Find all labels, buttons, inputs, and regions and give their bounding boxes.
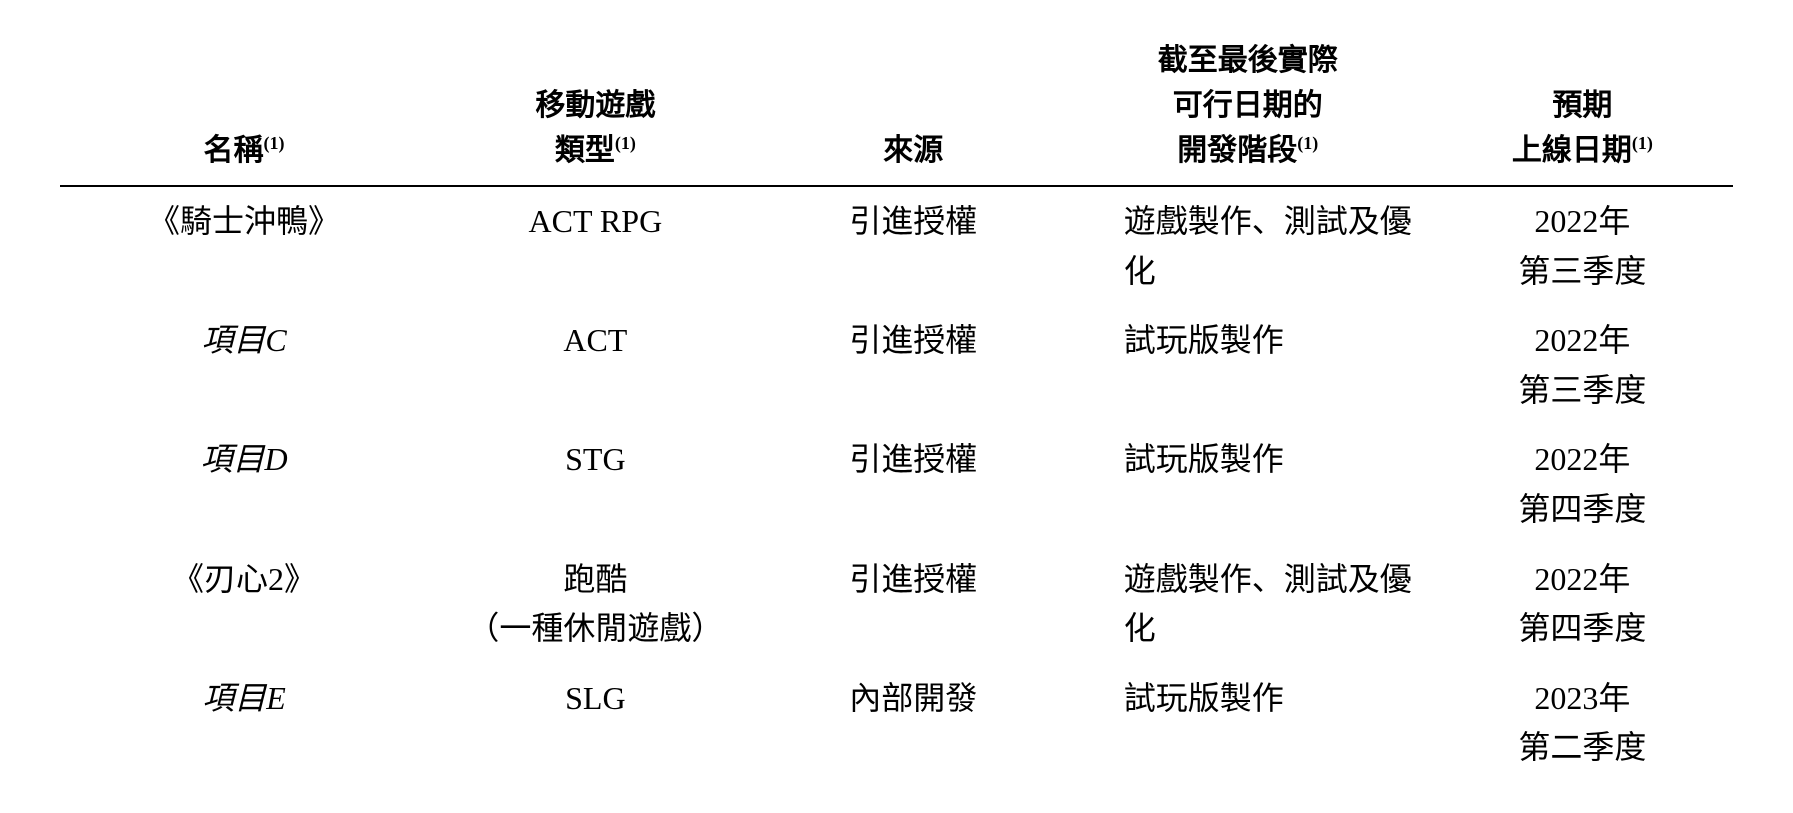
cell-type-sub: （一種休閒遊戲） [467,610,723,646]
header-name-sup: (1) [264,133,285,153]
cell-stage: 試玩版製作 [1064,425,1432,544]
cell-stage-text: 遊戲製作、測試及優化 [1124,561,1412,647]
cell-name-text: 項目D [200,441,287,477]
cell-name: 項目C [60,306,428,425]
cell-type: ACT RPG [428,186,763,306]
cell-stage-text: 試玩版製作 [1124,322,1284,358]
cell-date-line2: 第二季度 [1518,729,1646,765]
cell-type: STG [428,425,763,544]
header-date: 預期 上線日期(1) [1432,30,1733,186]
cell-date: 2023年第二季度 [1432,664,1733,783]
cell-name: 項目D [60,425,428,544]
header-date-sup: (1) [1632,133,1653,153]
cell-date: 2022年第四季度 [1432,425,1733,544]
header-type-line2: 類型 [555,134,615,167]
cell-stage: 試玩版製作 [1064,306,1432,425]
header-stage-sup: (1) [1297,133,1318,153]
cell-source-text: 引進授權 [849,441,977,477]
header-row: 名稱(1) 移動遊戲 類型(1) 來源 截至最後實際 可行日期的 開發階段(1)… [60,30,1733,186]
cell-stage-text: 試玩版製作 [1124,680,1284,716]
header-name: 名稱(1) [60,30,428,186]
table-row: 《刃心2》跑酷（一種休閒遊戲）引進授權遊戲製作、測試及優化2022年第四季度 [60,545,1733,664]
cell-date: 2022年第三季度 [1432,306,1733,425]
cell-type: ACT [428,306,763,425]
cell-date-line1: 2022年 [1534,203,1630,239]
cell-type-text: 跑酷 [563,561,627,597]
header-stage: 截至最後實際 可行日期的 開發階段(1) [1064,30,1432,186]
cell-type: SLG [428,664,763,783]
cell-source-text: 引進授權 [849,561,977,597]
cell-date-line1: 2022年 [1534,441,1630,477]
cell-date-line1: 2022年 [1534,561,1630,597]
cell-stage-text: 遊戲製作、測試及優化 [1124,203,1412,289]
header-type-sup: (1) [615,133,636,153]
header-type-line1: 移動遊戲 [448,83,743,128]
cell-date-line2: 第四季度 [1518,491,1646,527]
cell-stage: 遊戲製作、測試及優化 [1064,186,1432,306]
cell-stage-text: 試玩版製作 [1124,441,1284,477]
cell-date: 2022年第四季度 [1432,545,1733,664]
header-type: 移動遊戲 類型(1) [428,30,763,186]
cell-date-line2: 第四季度 [1518,610,1646,646]
cell-type-text: STG [565,441,625,477]
table-header: 名稱(1) 移動遊戲 類型(1) 來源 截至最後實際 可行日期的 開發階段(1)… [60,30,1733,186]
cell-source-text: 內部開發 [849,680,977,716]
cell-type-text: ACT [563,322,627,358]
cell-source-text: 引進授權 [849,322,977,358]
header-stage-line3: 開發階段 [1177,134,1297,167]
cell-type-text: ACT RPG [529,203,663,239]
cell-source: 引進授權 [763,186,1064,306]
table-row: 項目E SLG 內部開發 試玩版製作 2023年第二季度 [60,664,1733,783]
cell-date: 2022年第三季度 [1432,186,1733,306]
cell-source: 內部開發 [763,664,1064,783]
cell-type-text: SLG [565,680,625,716]
cell-date-line1: 2022年 [1534,322,1630,358]
cell-source: 引進授權 [763,425,1064,544]
cell-date-line1: 2023年 [1534,680,1630,716]
games-pipeline-table: 名稱(1) 移動遊戲 類型(1) 來源 截至最後實際 可行日期的 開發階段(1)… [60,30,1733,783]
cell-date-line2: 第三季度 [1518,253,1646,289]
table-body: 《騎士沖鴨》ACT RPG引進授權遊戲製作、測試及優化2022年第三季度項目CA… [60,186,1733,783]
cell-name-text: 項目C [201,322,286,358]
cell-name: 項目E [60,664,428,783]
header-source: 來源 [763,30,1064,186]
cell-stage: 遊戲製作、測試及優化 [1064,545,1432,664]
header-stage-line1: 截至最後實際 [1084,38,1412,83]
cell-name: 《刃心2》 [60,545,428,664]
cell-type: 跑酷 （一種休閒遊戲） [428,545,763,664]
cell-source: 引進授權 [763,545,1064,664]
table-row: 項目D STG 引進授權 試玩版製作 2022年第四季度 [60,425,1733,544]
table-row: 《騎士沖鴨》ACT RPG引進授權遊戲製作、測試及優化2022年第三季度 [60,186,1733,306]
cell-stage: 試玩版製作 [1064,664,1432,783]
cell-source-text: 引進授權 [849,203,977,239]
cell-source: 引進授權 [763,306,1064,425]
header-stage-line2: 可行日期的 [1084,83,1412,128]
cell-name: 《騎士沖鴨》 [60,186,428,306]
cell-name-text: 《騎士沖鴨》 [148,203,340,239]
header-date-line2: 上線日期 [1512,134,1632,167]
header-date-line1: 預期 [1452,83,1713,128]
cell-name-text: 項目E [202,680,286,716]
header-source-text: 來源 [883,134,943,167]
header-name-text: 名稱 [204,134,264,167]
cell-name-text: 《刃心2》 [172,561,316,597]
table-row: 項目C ACT 引進授權 試玩版製作 2022年第三季度 [60,306,1733,425]
cell-date-line2: 第三季度 [1518,372,1646,408]
